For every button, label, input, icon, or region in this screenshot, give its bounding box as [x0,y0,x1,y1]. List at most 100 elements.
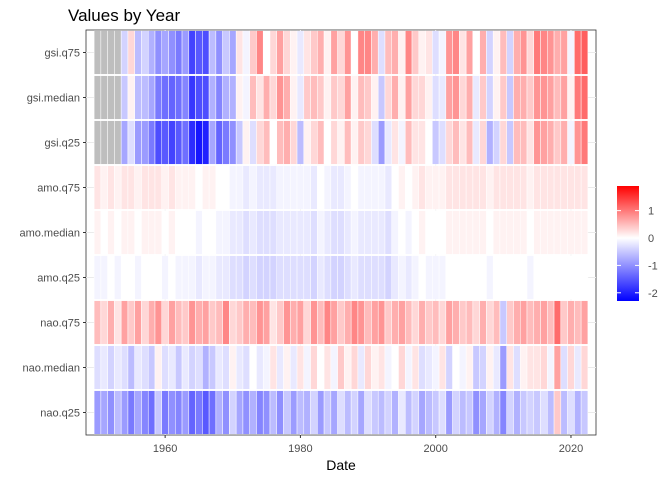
heatmap-cell [175,30,183,75]
heatmap-cell [377,75,386,120]
heatmap-cell [560,300,568,345]
heatmap-cell [364,165,372,210]
heatmap-cell [242,75,250,120]
heatmap-cell [553,75,562,120]
heatmap-cell [303,255,311,300]
heatmap-cell [262,255,271,300]
heatmap-cell [486,390,494,435]
heatmap-cell [303,75,311,120]
heatmap-cell [567,30,575,75]
heatmap-cell [222,120,230,165]
heatmap-cell [560,210,568,255]
heatmap-cell [547,30,555,75]
heatmap-cell [506,165,514,210]
heatmap-cell [276,165,284,210]
heatmap-cell [452,345,460,390]
heatmap-cell [357,165,365,210]
heatmap-cell [418,210,426,255]
heatmap-cell [344,75,352,120]
heatmap-cell [364,75,372,120]
heatmap-cell [391,165,399,210]
heatmap-cell [188,255,196,300]
heatmap-cell [215,300,223,345]
heatmap-cell [432,75,440,120]
heatmap-cell [141,210,149,255]
heatmap-cell [222,165,230,210]
heatmap-cell [540,120,548,165]
heatmap-cell [418,30,426,75]
heatmap-cell [276,300,284,345]
heatmap-cell [459,345,467,390]
heatmap-cell [262,390,271,435]
heatmap-cell [418,75,426,120]
heatmap-cell [330,165,338,210]
heatmap-cell [127,75,135,120]
heatmap-cell [425,300,433,345]
heatmap-cell [127,300,135,345]
heatmap-cell [168,75,176,120]
heatmap-cell [479,30,487,75]
heatmap-cell [560,120,568,165]
heatmap-cell [567,390,575,435]
heatmap-cell [93,165,102,210]
heatmap-cell [567,255,575,300]
heatmap-cell [114,210,122,255]
heatmap-cell [147,300,156,345]
heatmap-cell [567,345,575,390]
heatmap-cell [398,210,406,255]
heatmap-cell [411,390,420,435]
heatmap-cell [222,390,230,435]
heatmap-cell [357,210,365,255]
heatmap-cell [344,30,352,75]
heatmap-cell [323,300,332,345]
heatmap-cell [269,75,277,120]
heatmap-cell [580,30,589,75]
x-axis: 1960 1980 2000 2020 [153,435,583,455]
heatmap-cell [391,120,399,165]
heatmap-cell [357,345,365,390]
heatmap-cell [377,255,386,300]
heatmap-cell [405,390,413,435]
heatmap-cell [195,390,203,435]
heatmap-cell [249,345,257,390]
heatmap-cell [181,300,190,345]
heatmap-cell [195,300,203,345]
heatmap-cell [357,120,365,165]
heatmap-cell [472,30,480,75]
heatmap-cell [479,210,487,255]
heatmap-cell [499,75,507,120]
heatmap-cell [459,120,467,165]
heatmap-cell [465,75,474,120]
heatmap-cell [310,30,318,75]
heatmap-cell [330,345,338,390]
heatmap-cell [479,120,487,165]
heatmap-cell [432,30,440,75]
heatmap-cell [350,75,359,120]
heatmap-cell [290,300,298,345]
heatmap-cell [188,120,196,165]
heatmap-cell [405,120,413,165]
heatmap-cell [411,255,420,300]
heatmap-cell [405,30,413,75]
heatmap-cell [195,345,203,390]
heatmap-cell [513,255,521,300]
heatmap-cell [391,30,399,75]
heatmap-cell [506,30,514,75]
heatmap-cell [425,30,433,75]
heatmap-cell [398,300,406,345]
heatmap-cell [432,300,440,345]
heatmap-cell [107,300,115,345]
heatmap-cell [120,30,129,75]
heatmap-cell [540,345,548,390]
heatmap-cell [114,165,122,210]
heatmap-cell [262,120,271,165]
heatmap-cell [276,120,284,165]
heatmap-cell [377,120,386,165]
heatmap-cell [405,345,413,390]
heatmap-cell [215,120,223,165]
heatmap-cell [222,345,230,390]
heatmap-cell [235,255,244,300]
heatmap-cell [580,120,589,165]
heatmap-cell [175,120,183,165]
